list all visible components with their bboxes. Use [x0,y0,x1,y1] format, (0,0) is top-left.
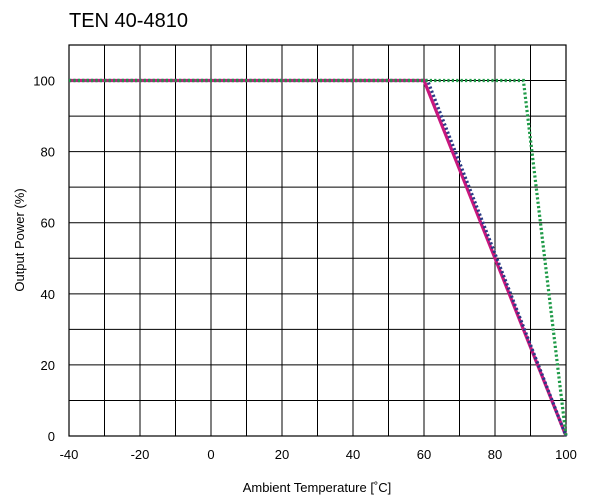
series-layer [69,78,568,437]
y-tick-label: 0 [48,429,55,444]
x-tick-label: 40 [346,447,360,462]
chart-title: TEN 40-4810 [69,10,188,32]
x-tick-label: 0 [207,447,214,462]
x-tick-label: 80 [488,447,502,462]
tick-labels: -40 -20 0 20 40 60 80 100 0 20 40 60 80 100 [33,74,577,462]
y-tick-label: 20 [41,358,55,373]
y-axis-title: Output Power (%) [12,188,27,291]
x-axis-title: Ambient Temperature [˚C] [243,480,392,495]
y-tick-label: 100 [33,74,55,89]
x-tick-label: 20 [275,447,289,462]
x-tick-label: 100 [555,447,577,462]
x-tick-label: -40 [60,447,79,462]
grid [68,44,567,437]
x-tick-label: -20 [131,447,150,462]
y-tick-label: 80 [41,145,55,160]
y-tick-label: 60 [41,216,55,231]
x-tick-label: 60 [417,447,431,462]
series-line-3 [69,78,568,437]
plot-frame [68,44,567,437]
y-tick-label: 40 [41,287,55,302]
